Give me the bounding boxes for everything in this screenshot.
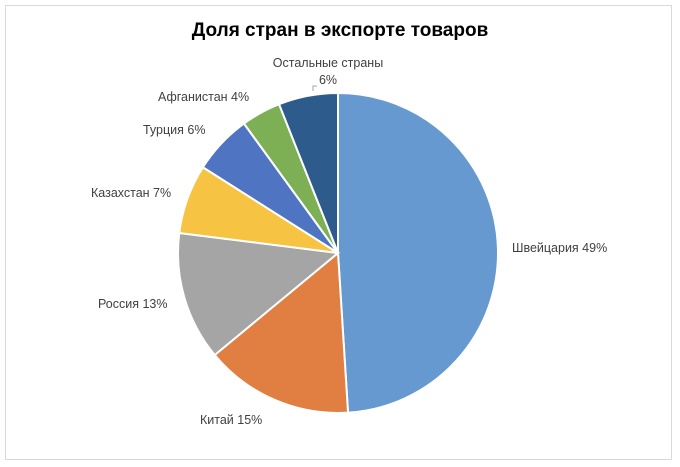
pie-slices [177,91,499,414]
data-labels: Швейцария 49% Китай 15% Россия 13% Казахста… [91,56,607,427]
pie-slice-7 [277,91,339,254]
data-label-1: Швейцария 49% [512,241,607,255]
data-label-5: Турция 6% [143,123,205,137]
data-label-2: Китай 15% [200,413,262,427]
leader-lines [312,85,317,91]
pie-slice-2 [213,250,350,414]
data-label-4: Казахстан 7% [91,186,171,200]
data-label-7: Остальные страны 6% [273,56,383,87]
chart-title: Доля стран в экспорте товаров [191,20,489,41]
data-label-6: Афганистан 4% [158,90,249,104]
leader-line-7 [312,85,317,91]
data-label-3: Россия 13% [98,297,167,311]
pie-slice-3 [177,231,341,357]
pie-slice-1 [337,91,499,414]
